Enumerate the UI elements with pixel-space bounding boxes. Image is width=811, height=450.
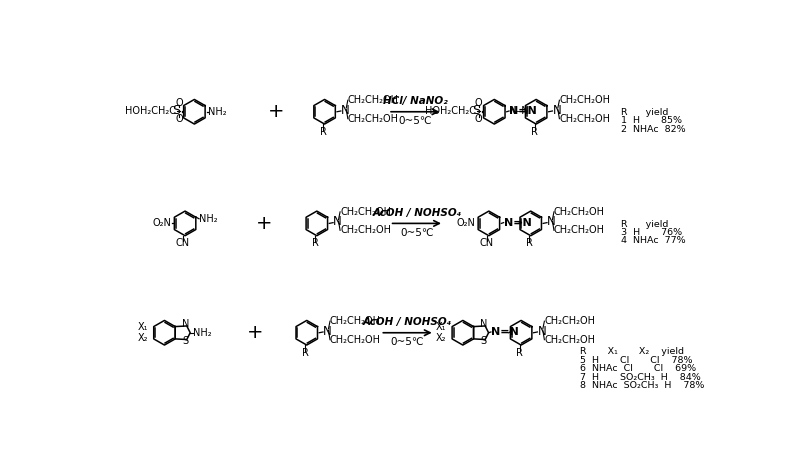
Text: X₁: X₁ <box>138 322 148 333</box>
Text: R      yield: R yield <box>620 220 668 229</box>
Text: N: N <box>547 216 556 228</box>
Text: 1  H       85%: 1 H 85% <box>620 117 681 126</box>
Text: HCl/ NaNO₂: HCl/ NaNO₂ <box>383 96 448 106</box>
Text: NH₂: NH₂ <box>208 107 227 117</box>
Text: O: O <box>175 114 182 125</box>
Text: O: O <box>475 114 483 125</box>
Text: AcOH / NOHSO₄: AcOH / NOHSO₄ <box>372 208 461 218</box>
Text: R: R <box>526 238 533 248</box>
Text: 0~5℃: 0~5℃ <box>391 338 424 347</box>
Text: CH₂CH₂OH: CH₂CH₂OH <box>560 114 611 124</box>
Text: HOH₂CH₂C: HOH₂CH₂C <box>425 106 476 116</box>
Text: N: N <box>341 104 350 117</box>
Text: CH₂CH₂OH: CH₂CH₂OH <box>560 95 611 105</box>
Text: S: S <box>182 336 188 346</box>
Text: N=N: N=N <box>509 106 537 116</box>
Text: X₂: X₂ <box>436 333 447 343</box>
Text: R: R <box>516 348 523 358</box>
Text: CN: CN <box>479 238 494 248</box>
Text: NH₂: NH₂ <box>192 328 211 338</box>
Text: +: + <box>247 323 263 342</box>
Text: R      yield: R yield <box>620 108 668 117</box>
Text: CH₂CH₂OH: CH₂CH₂OH <box>340 207 391 217</box>
Text: S: S <box>472 104 480 117</box>
Text: CH₂CH₂OH: CH₂CH₂OH <box>554 207 605 217</box>
Text: X₁: X₁ <box>436 322 447 333</box>
Text: R: R <box>302 348 309 358</box>
Text: 2  NHAc  82%: 2 NHAc 82% <box>620 125 685 134</box>
Text: CH₂CH₂OH: CH₂CH₂OH <box>330 335 381 345</box>
Text: S: S <box>481 336 487 346</box>
Text: CH₂CH₂OH: CH₂CH₂OH <box>544 316 595 326</box>
Text: N: N <box>333 216 342 228</box>
Text: N=N: N=N <box>491 327 519 337</box>
Text: N=N: N=N <box>504 218 531 228</box>
Text: CH₂CH₂OH: CH₂CH₂OH <box>544 335 595 345</box>
Text: 4  NHAc  77%: 4 NHAc 77% <box>620 237 685 246</box>
Text: CN: CN <box>176 238 190 248</box>
Text: 3  H       76%: 3 H 76% <box>620 228 682 237</box>
Text: N: N <box>538 325 546 338</box>
Text: N: N <box>552 104 561 117</box>
Text: N: N <box>182 320 189 329</box>
Text: CH₂CH₂OH: CH₂CH₂OH <box>340 225 391 235</box>
Text: N–N: N–N <box>509 106 529 116</box>
Text: O₂N: O₂N <box>456 218 475 229</box>
Text: R: R <box>320 127 327 137</box>
Text: HOH₂CH₂C: HOH₂CH₂C <box>125 106 176 116</box>
Text: R: R <box>312 238 319 248</box>
Text: CH₂CH₂OH: CH₂CH₂OH <box>330 316 381 326</box>
Text: NH₂: NH₂ <box>199 214 217 224</box>
Text: +: + <box>256 214 272 233</box>
Text: 0~5℃: 0~5℃ <box>400 228 434 238</box>
Text: CH₂CH₂OH: CH₂CH₂OH <box>554 225 605 235</box>
Text: 0~5℃: 0~5℃ <box>398 117 432 126</box>
Text: N: N <box>480 320 487 329</box>
Text: AcOH / NOHSO₄: AcOH / NOHSO₄ <box>363 317 452 327</box>
Text: CH₂CH₂OH: CH₂CH₂OH <box>348 114 399 124</box>
Text: S: S <box>173 104 180 117</box>
Text: N: N <box>323 325 332 338</box>
Text: 6  NHAc  Cl       Cl    69%: 6 NHAc Cl Cl 69% <box>581 364 697 373</box>
Text: +: + <box>268 102 284 121</box>
Text: CH₂CH₂OH: CH₂CH₂OH <box>348 95 399 105</box>
Text: R: R <box>531 127 538 137</box>
Text: R       X₁       X₂    yield: R X₁ X₂ yield <box>581 346 684 356</box>
Text: 8  NHAc  SO₂CH₃  H    78%: 8 NHAc SO₂CH₃ H 78% <box>581 381 705 390</box>
Text: 7  H       SO₂CH₃  H    84%: 7 H SO₂CH₃ H 84% <box>581 373 701 382</box>
Text: X₂: X₂ <box>138 333 148 343</box>
Text: O₂N: O₂N <box>152 218 171 229</box>
Text: 5  H       Cl       Cl    78%: 5 H Cl Cl 78% <box>581 356 693 365</box>
Text: O: O <box>175 98 182 108</box>
Text: O: O <box>475 98 483 108</box>
